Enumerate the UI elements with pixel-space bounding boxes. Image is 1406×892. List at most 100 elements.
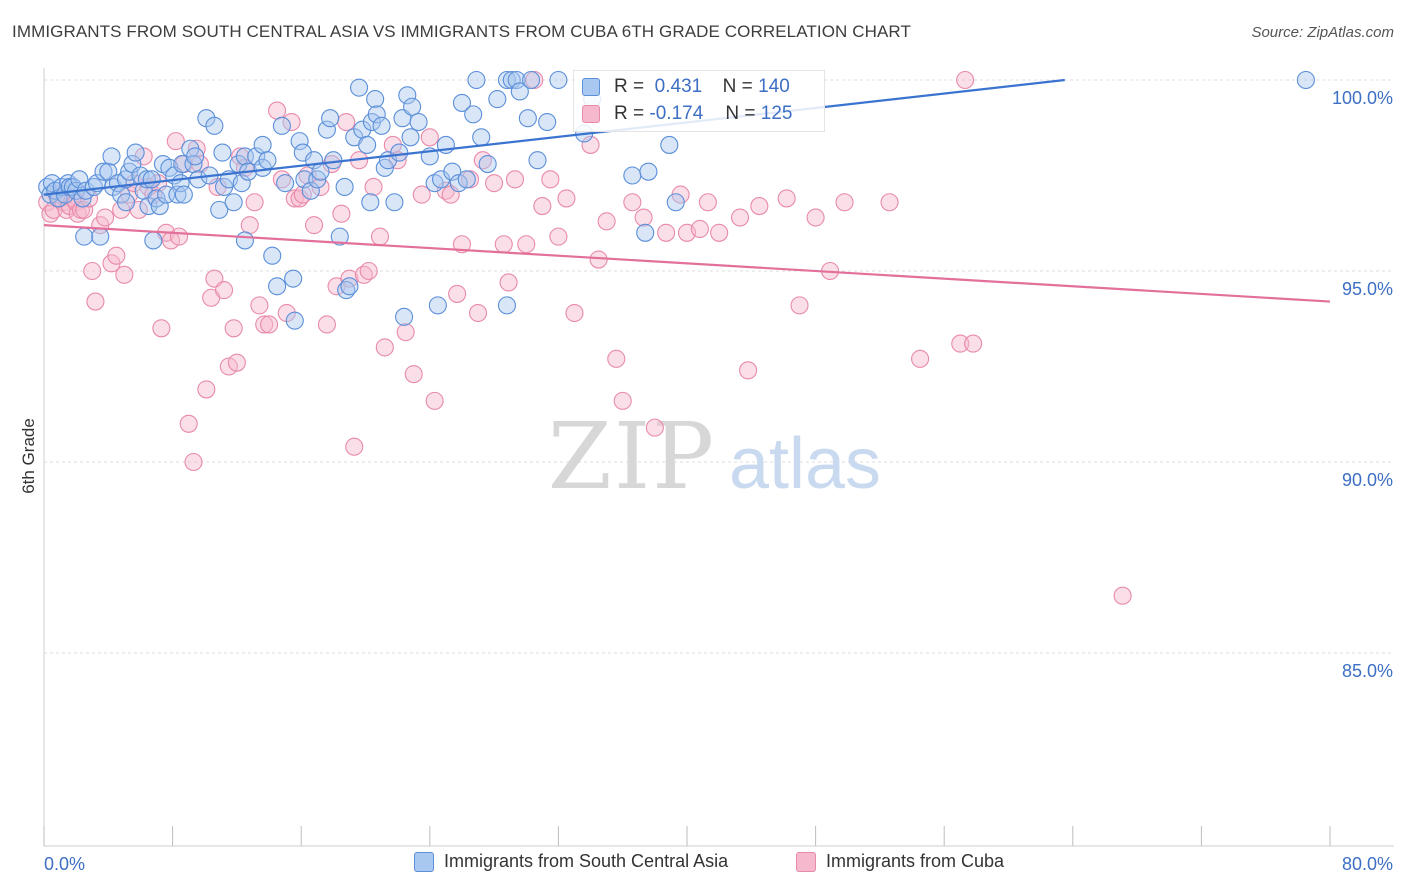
data-point <box>806 208 825 227</box>
y-tick-label: 95.0% <box>1342 279 1393 299</box>
data-point <box>231 147 250 166</box>
stats-row-blue: R = 0.431 N = 140 <box>582 75 790 99</box>
data-point <box>174 185 193 204</box>
data-point <box>142 170 161 189</box>
data-point <box>835 193 854 212</box>
data-point <box>364 177 383 197</box>
data-point <box>359 261 378 281</box>
data-point <box>321 109 340 128</box>
data-point <box>107 246 126 265</box>
data-point <box>205 116 224 135</box>
data-point <box>94 162 113 181</box>
data-point <box>91 227 110 246</box>
n-value: 125 <box>760 103 793 124</box>
x-tick-label-max: 80.0% <box>1342 854 1393 874</box>
data-point <box>152 319 171 338</box>
data-point <box>510 82 529 101</box>
r-value: -0.174 <box>649 103 704 124</box>
legend-swatch-blue <box>414 851 434 872</box>
data-point <box>268 277 287 296</box>
data-point <box>345 437 364 456</box>
data-point <box>425 391 444 410</box>
blue-swatch <box>582 78 600 96</box>
y-tick-label: 85.0% <box>1342 661 1393 681</box>
data-point <box>385 193 404 212</box>
data-point <box>557 189 576 208</box>
data-point <box>660 135 679 154</box>
data-point <box>464 105 483 124</box>
data-point <box>597 212 616 231</box>
data-point <box>478 154 497 174</box>
y-tick-label: 90.0% <box>1342 470 1393 490</box>
y-tick-labels: 100.0% 95.0% 90.0% 85.0% <box>1332 88 1393 681</box>
data-point <box>951 334 970 353</box>
data-point <box>96 208 115 227</box>
data-point <box>235 231 254 250</box>
y-tick-label: 100.0% <box>1332 88 1393 108</box>
data-point <box>528 151 547 170</box>
data-point <box>390 143 409 162</box>
data-point <box>250 296 269 315</box>
data-point <box>497 296 517 315</box>
data-point <box>253 135 272 154</box>
pink-swatch <box>582 105 600 123</box>
data-point <box>332 204 351 223</box>
data-point <box>607 349 626 368</box>
data-point <box>317 315 336 334</box>
data-point <box>340 277 359 296</box>
chart-title: IMMIGRANTS FROM SOUTH CENTRAL ASIA VS IM… <box>12 22 911 41</box>
data-point <box>305 216 324 235</box>
data-point <box>911 349 930 368</box>
legend-label: Immigrants from Cuba <box>826 851 1005 871</box>
data-point <box>150 197 169 216</box>
data-point <box>636 223 655 242</box>
data-point <box>86 292 105 311</box>
data-point <box>698 193 717 212</box>
data-point <box>115 265 134 284</box>
data-point <box>232 174 251 193</box>
data-point <box>372 116 391 135</box>
data-point <box>549 70 568 90</box>
data-point <box>443 162 462 181</box>
data-point <box>452 93 472 112</box>
data-point <box>428 296 447 315</box>
series-south-central-asia-points <box>38 70 1315 330</box>
data-point <box>401 128 420 147</box>
data-point <box>538 112 557 132</box>
data-point <box>272 116 291 135</box>
data-point <box>739 361 758 380</box>
data-point <box>340 269 359 288</box>
data-point <box>282 112 301 132</box>
data-point <box>184 452 203 472</box>
data-point <box>549 227 568 246</box>
stats-row-pink: R = -0.174 N = 125 <box>582 102 792 126</box>
data-point <box>750 197 769 216</box>
data-point <box>541 170 560 189</box>
data-point <box>645 418 664 437</box>
data-point <box>224 319 243 338</box>
data-point <box>210 200 229 219</box>
data-point <box>457 170 476 189</box>
trend-line-cuba <box>43 224 1331 303</box>
data-point <box>258 151 277 170</box>
data-point <box>367 105 386 124</box>
data-point <box>398 86 417 105</box>
data-point <box>657 223 676 242</box>
data-point <box>240 216 259 235</box>
data-point <box>420 128 439 147</box>
axes <box>43 68 1394 847</box>
data-point <box>468 303 488 323</box>
x-tick-label-min: 0.0% <box>44 854 85 874</box>
data-point <box>956 70 975 90</box>
data-point <box>412 185 431 204</box>
data-point <box>268 101 287 120</box>
data-point <box>581 135 600 154</box>
data-point <box>324 151 343 170</box>
trend-line-south-central-asia <box>43 78 1065 196</box>
data-point <box>613 391 632 410</box>
data-point <box>295 170 314 189</box>
data-point <box>330 227 349 246</box>
data-point <box>880 193 899 212</box>
data-point <box>666 193 685 212</box>
watermark: ZIP atlas <box>548 403 881 510</box>
